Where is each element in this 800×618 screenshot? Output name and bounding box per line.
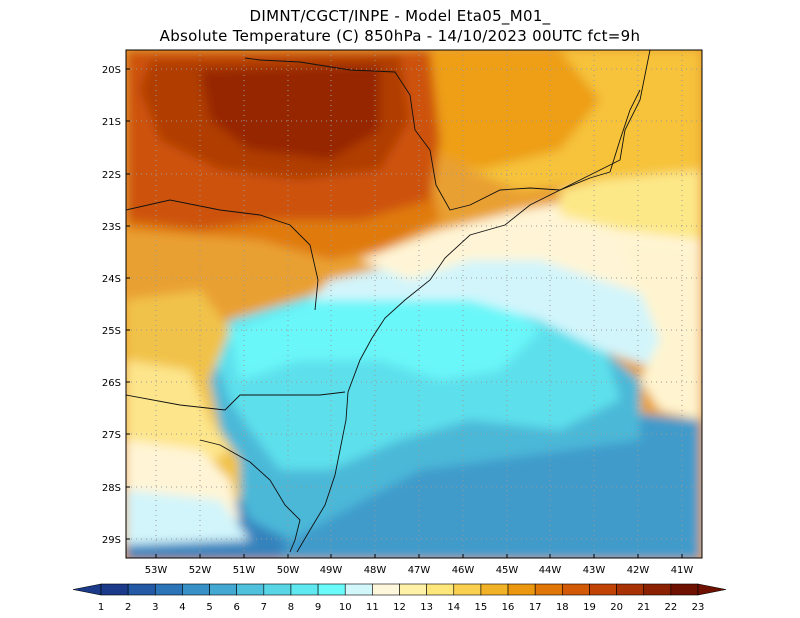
coastline [296, 50, 651, 553]
colorbar-segment [534, 583, 563, 596]
colorbar-label: 1 [98, 602, 104, 613]
lon-label: 51W [233, 565, 256, 576]
lat-label: 26S [102, 378, 121, 389]
colorbar-label: 16 [502, 602, 515, 613]
colorbar-segment [263, 583, 292, 596]
lon-label: 44W [539, 565, 562, 576]
colorbar-label: 12 [393, 602, 406, 613]
colorbar-label: 23 [692, 602, 705, 613]
colorbar-label: 21 [637, 602, 650, 613]
lon-label: 46W [452, 565, 475, 576]
colorbar-label: 7 [261, 602, 267, 613]
colorbar-segment [344, 583, 373, 596]
colorbar-segment [154, 583, 183, 596]
lat-label: 25S [102, 326, 121, 337]
state-border-es [609, 89, 641, 173]
colorbar-label: 6 [233, 602, 239, 613]
colorbar-segment [507, 583, 536, 596]
lat-label: 20S [102, 65, 121, 76]
state-border-north [126, 199, 319, 311]
colorbar-label: 10 [339, 602, 352, 613]
colorbar-segment [290, 583, 319, 596]
latitude-labels: 20S 21S 22S 23S 24S 25S 26S 27S 28S 29S [102, 65, 121, 546]
colorbar-label: 18 [556, 602, 569, 613]
colorbar-segment [399, 583, 427, 596]
colorbar-segment [616, 583, 645, 596]
state-border-rj [469, 171, 611, 206]
lat-label: 24S [102, 274, 121, 285]
colorbar-segment [426, 583, 455, 596]
colorbar-segment [236, 583, 265, 596]
lat-label: 28S [102, 483, 121, 494]
lon-label: 49W [320, 565, 343, 576]
colorbar-segment [182, 583, 210, 596]
colorbar-label: 4 [179, 602, 185, 613]
lon-label: 48W [364, 565, 387, 576]
lon-label: 45W [496, 565, 519, 576]
colorbar-segment [209, 583, 237, 596]
colorbar-left-arrow [72, 583, 102, 596]
colorbar-segment [670, 583, 699, 596]
temperature-field [126, 50, 702, 558]
lon-label: 50W [277, 565, 300, 576]
lat-label: 21S [102, 117, 121, 128]
colorbar-label: 19 [583, 602, 596, 613]
lat-label: 23S [102, 222, 121, 233]
plot-frame [125, 49, 703, 559]
colorbar-segment [480, 583, 509, 596]
colorbar-segment [589, 583, 617, 596]
colorbar-label: 14 [447, 602, 460, 613]
colorbar-segment [372, 583, 400, 596]
colorbar-label: 8 [288, 602, 294, 613]
colorbar-label: 20 [610, 602, 623, 613]
colorbar-segment [453, 583, 482, 596]
lat-label: 29S [102, 535, 121, 546]
colorbar-segment [643, 583, 672, 596]
state-border-sp [244, 57, 471, 211]
lat-label: 27S [102, 430, 121, 441]
axis-ticks [126, 68, 683, 558]
colorbar-label: 22 [664, 602, 677, 613]
lon-label: 47W [408, 565, 431, 576]
colorbar-segment [317, 583, 346, 596]
colorbar-label: 17 [529, 602, 542, 613]
lon-label: 42W [627, 565, 650, 576]
colorbar-label: 9 [315, 602, 321, 613]
longitude-labels: 53W 52W 51W 50W 49W 48W 47W 46W 45W 44W … [145, 565, 694, 576]
colorbar-segment [100, 583, 129, 596]
colorbar-label: 2 [125, 602, 131, 613]
colorbar [72, 583, 727, 596]
map-title-line2: Absolute Temperature (C) 850hPa - 14/10/… [159, 27, 641, 45]
lon-label: 43W [583, 565, 606, 576]
lon-label: 53W [145, 565, 168, 576]
lon-label: 41W [671, 565, 694, 576]
colorbar-right-arrow [697, 583, 727, 596]
colorbar-label: 5 [206, 602, 212, 613]
colorbar-label: 3 [152, 602, 158, 613]
map-title-line1: DIMNT/CGCT/INPE - Model Eta05_M01_ [249, 7, 551, 25]
state-border-sc-rs [199, 439, 301, 553]
colorbar-label: 11 [366, 602, 379, 613]
colorbar-segment [562, 583, 590, 596]
lat-label: 22S [102, 170, 121, 181]
lon-label: 52W [189, 565, 212, 576]
borders-coastline [126, 50, 651, 553]
colorbar-segment [127, 583, 156, 596]
map-grid [126, 50, 702, 558]
colorbar-labels: 1 2 3 4 5 6 7 8 9 10 11 12 13 14 15 16 17 18 19 20 21 22 23 [98, 602, 705, 613]
state-border-pr-sc [126, 391, 346, 411]
colorbar-label: 13 [420, 602, 433, 613]
colorbar-label: 15 [475, 602, 488, 613]
